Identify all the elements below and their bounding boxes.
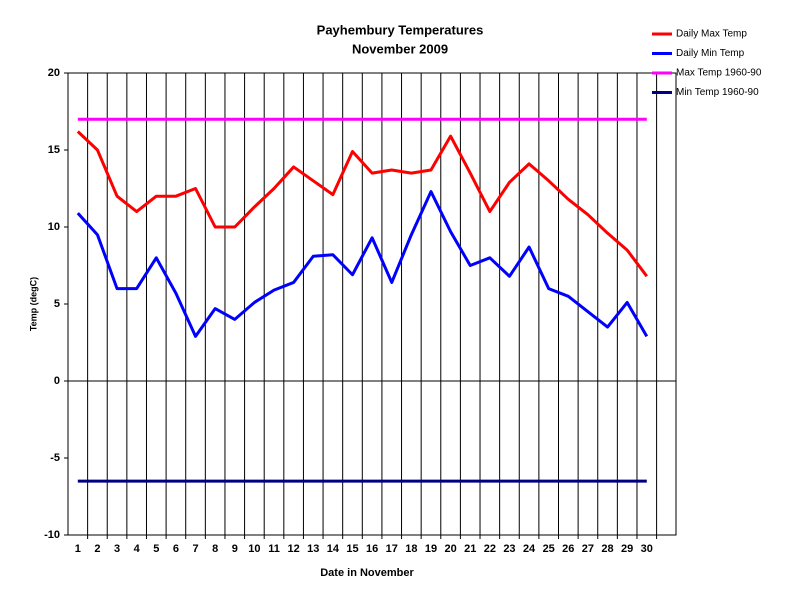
x-tick-label: 28 xyxy=(601,543,613,555)
y-tick-label: 0 xyxy=(54,375,60,387)
x-tick-label: 29 xyxy=(621,543,633,555)
x-tick-label: 18 xyxy=(405,543,417,555)
y-tick-label: 20 xyxy=(48,67,60,79)
x-tick-label: 3 xyxy=(114,543,120,555)
x-tick-label: 11 xyxy=(268,543,280,555)
x-tick-label: 13 xyxy=(307,543,319,555)
y-tick-label: 15 xyxy=(48,144,60,156)
x-tick-label: 23 xyxy=(503,543,515,555)
x-tick-label: 26 xyxy=(562,543,574,555)
x-tick-label: 4 xyxy=(134,543,141,555)
x-tick-label: 27 xyxy=(582,543,594,555)
legend-label: Min Temp 1960-90 xyxy=(676,87,759,98)
x-tick-label: 7 xyxy=(192,543,198,555)
x-tick-label: 22 xyxy=(484,543,496,555)
x-tick-label: 1 xyxy=(75,543,81,555)
x-tick-label: 12 xyxy=(288,543,300,555)
x-tick-label: 6 xyxy=(173,543,179,555)
series-line xyxy=(76,130,648,278)
y-tick-label: 5 xyxy=(54,298,60,310)
x-axis-label: Date in November xyxy=(320,567,414,579)
x-tick-label: 14 xyxy=(327,543,340,555)
x-tick-label: 2 xyxy=(94,543,100,555)
x-tick-label: 9 xyxy=(232,543,238,555)
x-tick-label: 21 xyxy=(464,543,476,555)
legend-label: Daily Max Temp xyxy=(676,29,747,40)
y-tick-label: -10 xyxy=(44,529,60,541)
x-tick-label: 16 xyxy=(366,543,378,555)
series-line xyxy=(76,190,649,338)
legend-label: Max Temp 1960-90 xyxy=(676,68,762,79)
y-axis-label: Temp (degC) xyxy=(28,277,38,331)
x-tick-label: 24 xyxy=(523,543,536,555)
x-tick-label: 20 xyxy=(444,543,456,555)
x-tick-label: 25 xyxy=(543,543,555,555)
y-tick-label: 10 xyxy=(48,221,60,233)
x-tick-label: 19 xyxy=(425,543,437,555)
y-tick-label: -5 xyxy=(50,452,60,464)
x-tick-label: 30 xyxy=(641,543,653,555)
x-tick-label: 8 xyxy=(212,543,218,555)
x-tick-label: 10 xyxy=(248,543,260,555)
legend-label: Daily Min Temp xyxy=(676,48,745,59)
chart-subtitle: November 2009 xyxy=(352,41,448,56)
chart-title: Payhembury Temperatures xyxy=(317,22,484,37)
x-tick-label: 5 xyxy=(153,543,159,555)
x-tick-label: 15 xyxy=(346,543,358,555)
x-tick-label: 17 xyxy=(386,543,398,555)
